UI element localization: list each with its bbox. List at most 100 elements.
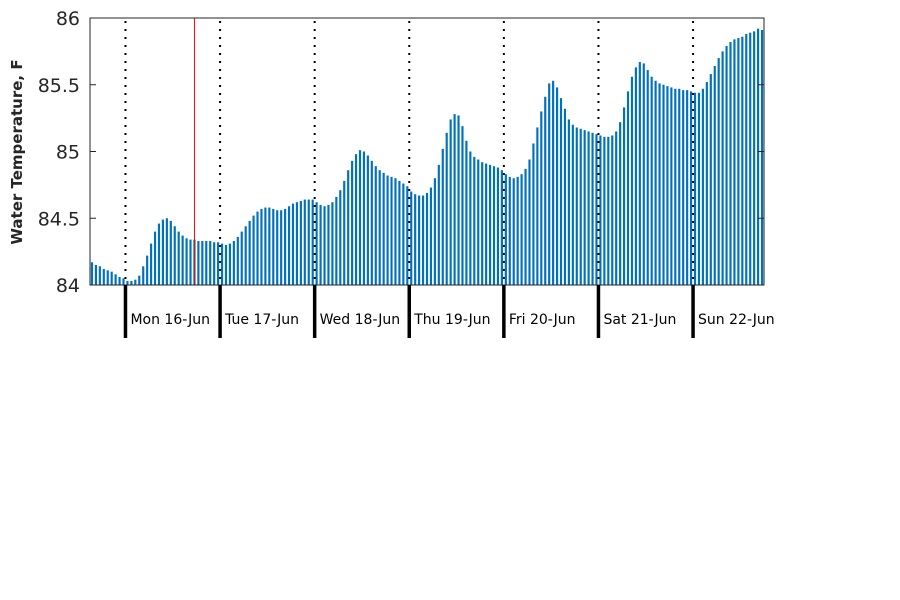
bar (678, 88, 681, 285)
bar (307, 199, 310, 285)
bar (733, 39, 736, 285)
bar (705, 82, 708, 285)
bar (595, 134, 598, 285)
bar (492, 166, 496, 285)
bar (630, 76, 634, 286)
bar (488, 164, 492, 285)
bar (425, 192, 429, 285)
bar (611, 135, 614, 285)
bar (433, 178, 436, 285)
bar (146, 255, 149, 285)
bar (90, 262, 94, 285)
y-tick-label: 84 (56, 275, 80, 297)
bar (717, 58, 720, 285)
bar (252, 215, 255, 285)
bar (670, 87, 673, 285)
bar (394, 178, 397, 285)
bar (126, 280, 129, 285)
bar (374, 166, 377, 285)
bar (378, 170, 381, 285)
bar (536, 127, 539, 285)
bar (197, 240, 200, 285)
bar (390, 176, 393, 285)
bar (532, 143, 535, 285)
bar (213, 242, 216, 285)
bar (118, 276, 121, 285)
bar (414, 194, 417, 285)
bar (209, 240, 212, 285)
bar (548, 83, 551, 285)
day-separators (124, 18, 695, 285)
bar (287, 206, 291, 285)
bar (351, 160, 354, 285)
bar (343, 180, 346, 285)
bar (544, 96, 547, 286)
bar (741, 36, 744, 285)
bar (165, 218, 168, 285)
bar (650, 76, 653, 286)
bar (240, 231, 243, 285)
bar (638, 62, 641, 285)
bar (749, 32, 752, 286)
bar (110, 271, 113, 285)
bar (362, 151, 366, 285)
bar (445, 132, 448, 285)
bar (599, 135, 602, 285)
bar (626, 91, 630, 285)
bar (745, 34, 748, 285)
bar (701, 88, 704, 285)
bar (157, 223, 161, 285)
bar (181, 235, 184, 285)
bar (228, 243, 232, 285)
bar (686, 90, 689, 285)
bar (260, 208, 263, 285)
day-label: Sat 21-Jun (603, 312, 676, 328)
bar (540, 111, 543, 285)
bar (224, 244, 228, 285)
bar (248, 220, 251, 285)
bar (473, 156, 476, 285)
bar (189, 239, 192, 285)
bar (575, 127, 578, 285)
bar (264, 207, 267, 285)
bar (382, 172, 385, 285)
bar (217, 242, 220, 285)
bar (753, 31, 756, 285)
bar (173, 226, 176, 285)
bar (646, 70, 649, 285)
bar (552, 80, 555, 286)
bar (106, 270, 109, 285)
bar (508, 176, 511, 285)
bar (481, 162, 484, 285)
bar (327, 204, 330, 285)
bar (469, 151, 472, 285)
bar (757, 28, 760, 286)
bar (429, 187, 433, 285)
bar (153, 231, 157, 285)
bar (303, 199, 306, 285)
bar (477, 159, 480, 285)
day-label: Thu 19-Jun (413, 312, 490, 328)
bar (441, 148, 444, 285)
bar (607, 136, 610, 285)
bar (721, 51, 724, 286)
bar (134, 279, 137, 285)
bar (370, 160, 373, 285)
bar (666, 86, 669, 285)
bar (457, 115, 460, 286)
bar (654, 80, 657, 286)
bar (142, 266, 145, 285)
bar (591, 132, 594, 285)
bar (386, 175, 389, 285)
y-tick-label: 86 (56, 8, 80, 30)
bar (697, 92, 701, 285)
bar (185, 238, 188, 285)
bar (682, 90, 685, 285)
bar (354, 154, 358, 285)
bar (619, 122, 622, 285)
y-axis-label: Water Temperature, F (8, 59, 26, 244)
bar (268, 207, 271, 285)
bar (615, 131, 618, 285)
bar (658, 83, 661, 285)
